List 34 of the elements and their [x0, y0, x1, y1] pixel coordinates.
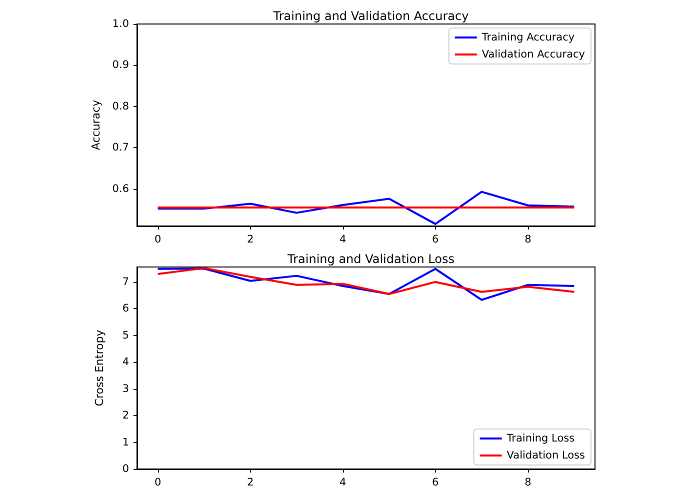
y-tick-label: 2: [122, 410, 129, 422]
y-tick-label: 3: [122, 382, 129, 395]
legend-label: Training Accuracy: [480, 32, 575, 44]
y-tick-label: 1: [122, 436, 129, 448]
y-axis-title: Accuracy: [89, 99, 102, 150]
x-tick-label: 8: [524, 476, 532, 488]
y-tick-label: 0.8: [112, 100, 129, 112]
legend-label: Validation Loss: [506, 450, 585, 462]
x-tick-label: 0: [154, 476, 162, 488]
x-tick-label: 6: [432, 234, 440, 246]
y-tick-label: 6: [122, 302, 130, 315]
legend-label: Training Loss: [506, 432, 575, 444]
x-tick-label: 4: [340, 476, 347, 488]
legend-label: Validation Accuracy: [482, 48, 585, 60]
y-tick-label: 0: [122, 463, 129, 475]
y-tick-label: 0.7: [112, 142, 129, 154]
chart-title: Training and Validation Accuracy: [272, 9, 469, 23]
y-tick-label: 7: [122, 276, 129, 288]
x-tick-label: 2: [247, 476, 254, 488]
line-series: [156, 190, 576, 225]
x-tick-label: 2: [247, 234, 254, 246]
y-axis-title: Cross Entropy: [93, 329, 106, 406]
chart-title: Training and Validation Loss: [286, 252, 454, 266]
y-tick-label: 5: [122, 329, 129, 342]
y-tick-label: 0.9: [112, 59, 129, 72]
y-tick-label: 0.6: [112, 182, 130, 195]
y-tick-label: 1.0: [112, 18, 129, 30]
x-tick-label: 8: [524, 234, 532, 246]
line-series: [156, 268, 576, 301]
x-tick-label: 0: [154, 234, 162, 246]
line-series: [156, 267, 576, 295]
y-tick-label: 4: [122, 356, 130, 368]
x-tick-label: 6: [432, 476, 440, 488]
x-tick-label: 4: [340, 234, 347, 246]
